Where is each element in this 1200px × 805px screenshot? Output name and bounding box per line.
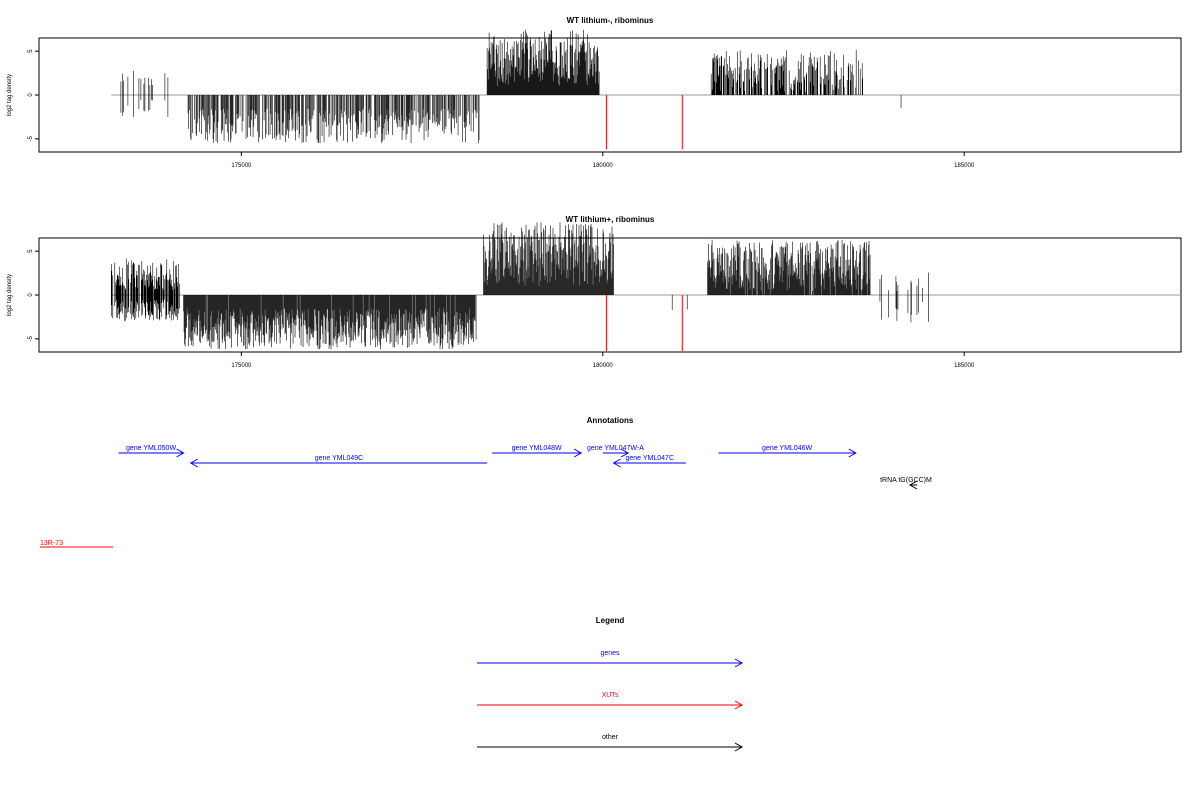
track-panel-lithium-minus: WT lithium-, ribominus log2 tag density … <box>7 16 1182 169</box>
annotations-title: Annotations <box>587 416 634 425</box>
x-tick-label: 185000 <box>954 363 975 369</box>
arrow-head <box>189 458 199 468</box>
gene-feature: gene YML047W-A <box>587 445 644 458</box>
gene-label: gene YML046W <box>762 445 812 452</box>
gene-label: tRNA tG(GCC)M <box>880 477 932 484</box>
track-panel-lithium-plus: WT lithium+, ribominus log2 tag density … <box>7 215 1182 369</box>
arrow-head <box>612 458 621 468</box>
y-tick-label: 5 <box>28 249 34 253</box>
xut-label: 13R-73 <box>40 540 63 547</box>
gene-feature: gene YML049C <box>189 455 488 468</box>
gene-label: gene YML047W-A <box>587 445 644 452</box>
legend-label: XUTs <box>602 692 619 699</box>
legend-item: other <box>477 734 744 752</box>
arrow-head <box>734 658 744 668</box>
x-tick-label: 180000 <box>593 163 614 169</box>
arrow-head <box>620 448 630 458</box>
arrow-head <box>734 742 744 752</box>
y-axis-label: log2 tag density <box>7 74 13 116</box>
legend-label: genes <box>600 650 620 657</box>
legend-item: XUTs <box>477 692 744 710</box>
gene-label: gene YML048W <box>512 445 562 452</box>
signal-bars <box>120 29 902 144</box>
x-tick-label: 180000 <box>593 363 614 369</box>
arrow-head <box>176 448 185 458</box>
annotations-panel: Annotations gene YML050W gene YML049C gene… <box>40 416 932 548</box>
y-axis-label: log2 tag density <box>7 274 13 316</box>
arrow-head <box>848 448 857 458</box>
gene-label: gene YML050W <box>126 445 176 452</box>
y-tick-label: -5 <box>28 136 34 142</box>
gene-feature: gene YML046W <box>718 445 857 458</box>
y-tick-label: 5 <box>28 49 34 53</box>
track-title: WT lithium+, ribominus <box>566 215 655 224</box>
legend-label: other <box>602 734 619 741</box>
y-tick-label: 0 <box>28 293 34 297</box>
y-tick-label: 0 <box>28 93 34 97</box>
arrow-head <box>908 480 918 490</box>
arrow-head <box>573 448 583 458</box>
arrow-head <box>734 700 744 710</box>
gene-feature: gene YML048W <box>492 445 583 458</box>
legend-title: Legend <box>596 616 625 625</box>
signal-bars <box>110 222 929 350</box>
gene-feature: gene YML047C <box>612 455 686 468</box>
legend-panel: Legend genes XUTs other <box>477 616 744 752</box>
gene-feature: tRNA tG(GCC)M <box>880 477 932 490</box>
gene-label: gene YML049C <box>315 455 364 462</box>
x-tick-label: 175000 <box>231 163 252 169</box>
gene-feature: gene YML050W <box>118 445 185 458</box>
x-tick-label: 185000 <box>954 163 975 169</box>
legend-item: genes <box>477 650 744 668</box>
y-tick-label: -5 <box>28 336 34 342</box>
track-title: WT lithium-, ribominus <box>567 16 654 25</box>
x-tick-label: 175000 <box>231 363 252 369</box>
gene-label: gene YML047C <box>625 455 674 462</box>
